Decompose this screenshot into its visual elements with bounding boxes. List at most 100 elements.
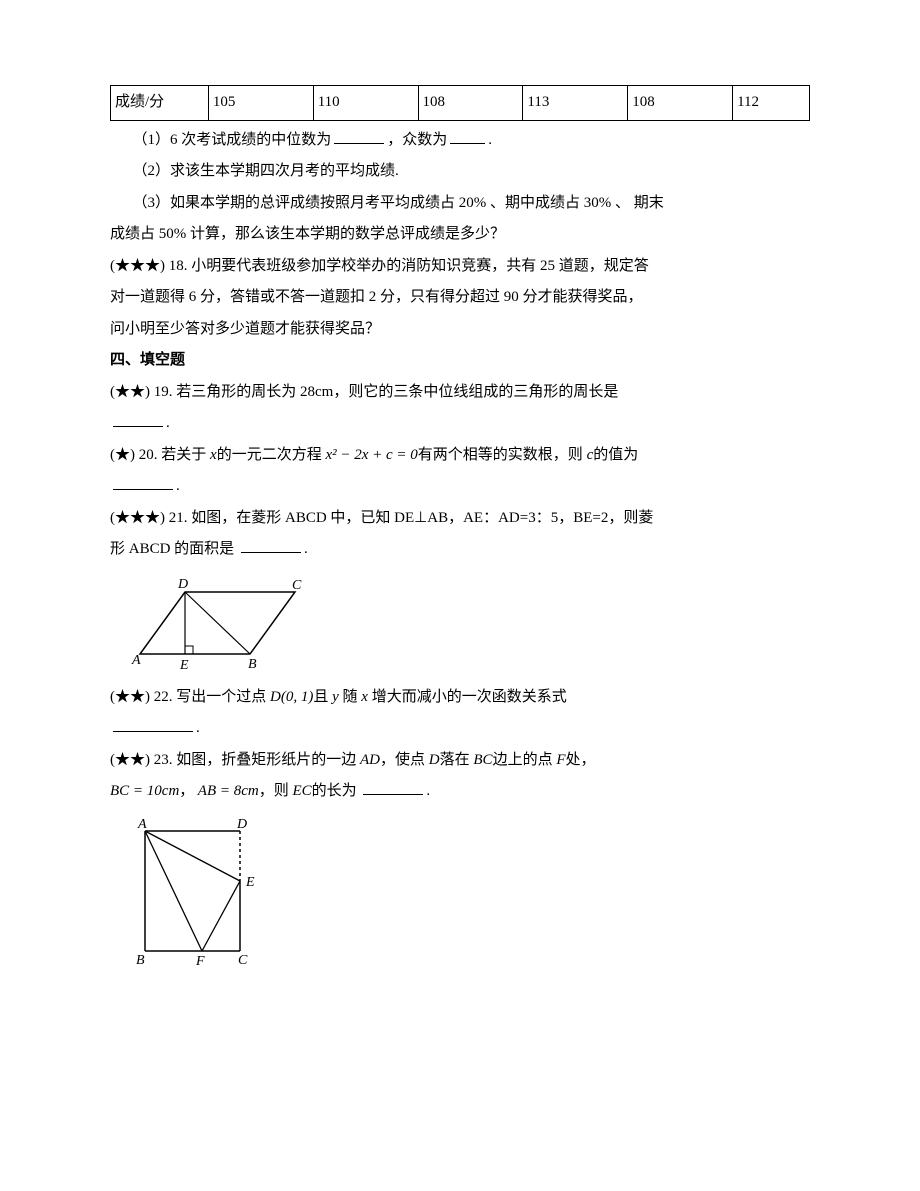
blank bbox=[113, 714, 193, 732]
text: . bbox=[176, 478, 180, 494]
blank bbox=[334, 126, 384, 144]
text: . bbox=[166, 415, 170, 431]
label-C: C bbox=[292, 578, 302, 593]
blank bbox=[241, 535, 301, 553]
q21-line2: 形 ABCD 的面积是 . bbox=[110, 534, 810, 566]
label-B: B bbox=[248, 657, 257, 672]
text: 的长为 bbox=[312, 783, 361, 799]
eq-bc: BC = 10cm bbox=[110, 783, 179, 799]
text: . bbox=[196, 720, 200, 736]
qnum: 18. bbox=[165, 258, 191, 274]
q18-line2: 对一道题得 6 分，答错或不答一道题扣 2 分，只有得分超过 90 分才能获得奖… bbox=[110, 282, 810, 314]
text: 且 bbox=[313, 689, 328, 705]
qnum: 21. bbox=[165, 510, 191, 526]
text: 处， bbox=[566, 752, 596, 768]
text: 的一元二次方程 bbox=[217, 447, 322, 463]
var-y: y bbox=[328, 689, 342, 705]
text: ，众数为 bbox=[387, 132, 447, 148]
stars: (★★★) bbox=[110, 510, 165, 526]
text: . bbox=[426, 783, 430, 799]
blank bbox=[363, 777, 423, 795]
label-F: F bbox=[195, 954, 205, 966]
eq-ab: AB = 8cm bbox=[194, 783, 258, 799]
q23-line2: BC = 10cm， AB = 8cm，则 EC的长为 . bbox=[110, 776, 810, 808]
blank bbox=[113, 409, 163, 427]
stars: (★★) bbox=[110, 752, 150, 768]
qnum: 23. bbox=[150, 752, 176, 768]
text: 有两个相等的实数根，则 bbox=[418, 447, 583, 463]
q20-blank-line: . bbox=[110, 471, 810, 503]
text: 随 bbox=[343, 689, 358, 705]
score-table: 成绩/分 105 110 108 113 108 112 bbox=[110, 85, 810, 121]
q17-part3-line2: 成绩占 50% 计算，那么该生本学期的数学总评成绩是多少？ bbox=[110, 219, 810, 251]
text: 边上的点 bbox=[493, 752, 553, 768]
label-D: D bbox=[236, 817, 247, 832]
section-4-title: 四、填空题 bbox=[110, 345, 810, 377]
label-E: E bbox=[245, 875, 255, 890]
seg-EC: EC bbox=[289, 783, 312, 799]
q17-part1: （1）6 次考试成绩的中位数为 ，众数为. bbox=[110, 125, 810, 157]
label-A: A bbox=[131, 653, 141, 668]
q21-line1: (★★★) 21. 如图，在菱形 ABCD 中，已知 DE⊥AB，AE：AD=3… bbox=[110, 503, 810, 535]
text: 小明要代表班级参加学校举办的消防知识竞赛，共有 25 道题，规定答 bbox=[191, 258, 649, 274]
var-c: c bbox=[583, 447, 593, 463]
q18-line1: (★★★) 18. 小明要代表班级参加学校举办的消防知识竞赛，共有 25 道题，… bbox=[110, 251, 810, 283]
qnum: 20. bbox=[135, 447, 161, 463]
equation: x² − 2x + c = 0 bbox=[322, 447, 418, 463]
text: 若关于 bbox=[161, 447, 206, 463]
text: ，使点 bbox=[380, 752, 425, 768]
stars: (★) bbox=[110, 447, 135, 463]
blank bbox=[450, 126, 485, 144]
pt-D: D bbox=[425, 752, 440, 768]
seg-BC: BC bbox=[470, 752, 493, 768]
table-cell: 112 bbox=[733, 86, 810, 121]
text: . bbox=[488, 132, 492, 148]
table-cell: 108 bbox=[418, 86, 523, 121]
pt-F: F bbox=[553, 752, 566, 768]
q17-part2: （2）求该生本学期四次月考的平均成绩. bbox=[110, 156, 810, 188]
point: D(0, 1) bbox=[266, 689, 313, 705]
text: . bbox=[304, 541, 308, 557]
diagram-rhombus: A B C D E bbox=[130, 574, 810, 674]
rhombus-svg: A B C D E bbox=[130, 574, 305, 674]
q17-part3-line1: （3）如果本学期的总评成绩按照月考平均成绩占 20% 、期中成绩占 30% 、 … bbox=[110, 188, 810, 220]
q22-blank-line: . bbox=[110, 713, 810, 745]
rect-fold-svg: A D E B F C bbox=[130, 816, 280, 966]
stars: (★★★) bbox=[110, 258, 165, 274]
text: 如图，折叠矩形纸片的一边 bbox=[176, 752, 356, 768]
text: 形 ABCD 的面积是 bbox=[110, 541, 238, 557]
q19-line1: (★★) 19. 若三角形的周长为 28cm，则它的三条中位线组成的三角形的周长… bbox=[110, 377, 810, 409]
label-C: C bbox=[238, 953, 248, 966]
text: 若三角形的周长为 28cm，则它的三条中位线组成的三角形的周长是 bbox=[176, 384, 618, 400]
q22-line1: (★★) 22. 写出一个过点 D(0, 1)且 y 随 x 增大而减小的一次函… bbox=[110, 682, 810, 714]
var-x: x bbox=[358, 689, 372, 705]
table-cell: 成绩/分 bbox=[111, 86, 209, 121]
table-cell: 108 bbox=[628, 86, 733, 121]
var-x: x bbox=[206, 447, 216, 463]
stars: (★★) bbox=[110, 689, 150, 705]
label-B: B bbox=[136, 953, 145, 966]
q23-line1: (★★) 23. 如图，折叠矩形纸片的一边 AD，使点 D落在 BC边上的点 F… bbox=[110, 745, 810, 777]
table-cell: 105 bbox=[208, 86, 313, 121]
qnum: 22. bbox=[150, 689, 176, 705]
table-cell: 110 bbox=[313, 86, 418, 121]
text: ，则 bbox=[259, 783, 289, 799]
qnum: 19. bbox=[150, 384, 176, 400]
text: 写出一个过点 bbox=[176, 689, 266, 705]
q20-line1: (★) 20. 若关于 x的一元二次方程 x² − 2x + c = 0有两个相… bbox=[110, 440, 810, 472]
text: 如图，在菱形 ABCD 中，已知 DE⊥AB，AE：AD=3：5，BE=2，则菱 bbox=[191, 510, 653, 526]
text: ， bbox=[179, 783, 194, 799]
table-row: 成绩/分 105 110 108 113 108 112 bbox=[111, 86, 810, 121]
text: 的值为 bbox=[593, 447, 638, 463]
q19-blank-line: . bbox=[110, 408, 810, 440]
text: 落在 bbox=[440, 752, 470, 768]
text: 增大而减小的一次函数关系式 bbox=[372, 689, 567, 705]
table-cell: 113 bbox=[523, 86, 628, 121]
label-E: E bbox=[179, 658, 189, 673]
blank bbox=[113, 472, 173, 490]
q18-line3: 问小明至少答对多少道题才能获得奖品？ bbox=[110, 314, 810, 346]
seg-AD: AD bbox=[356, 752, 380, 768]
stars: (★★) bbox=[110, 384, 150, 400]
label-A: A bbox=[137, 817, 147, 832]
text: （1）6 次考试成绩的中位数为 bbox=[133, 132, 332, 148]
